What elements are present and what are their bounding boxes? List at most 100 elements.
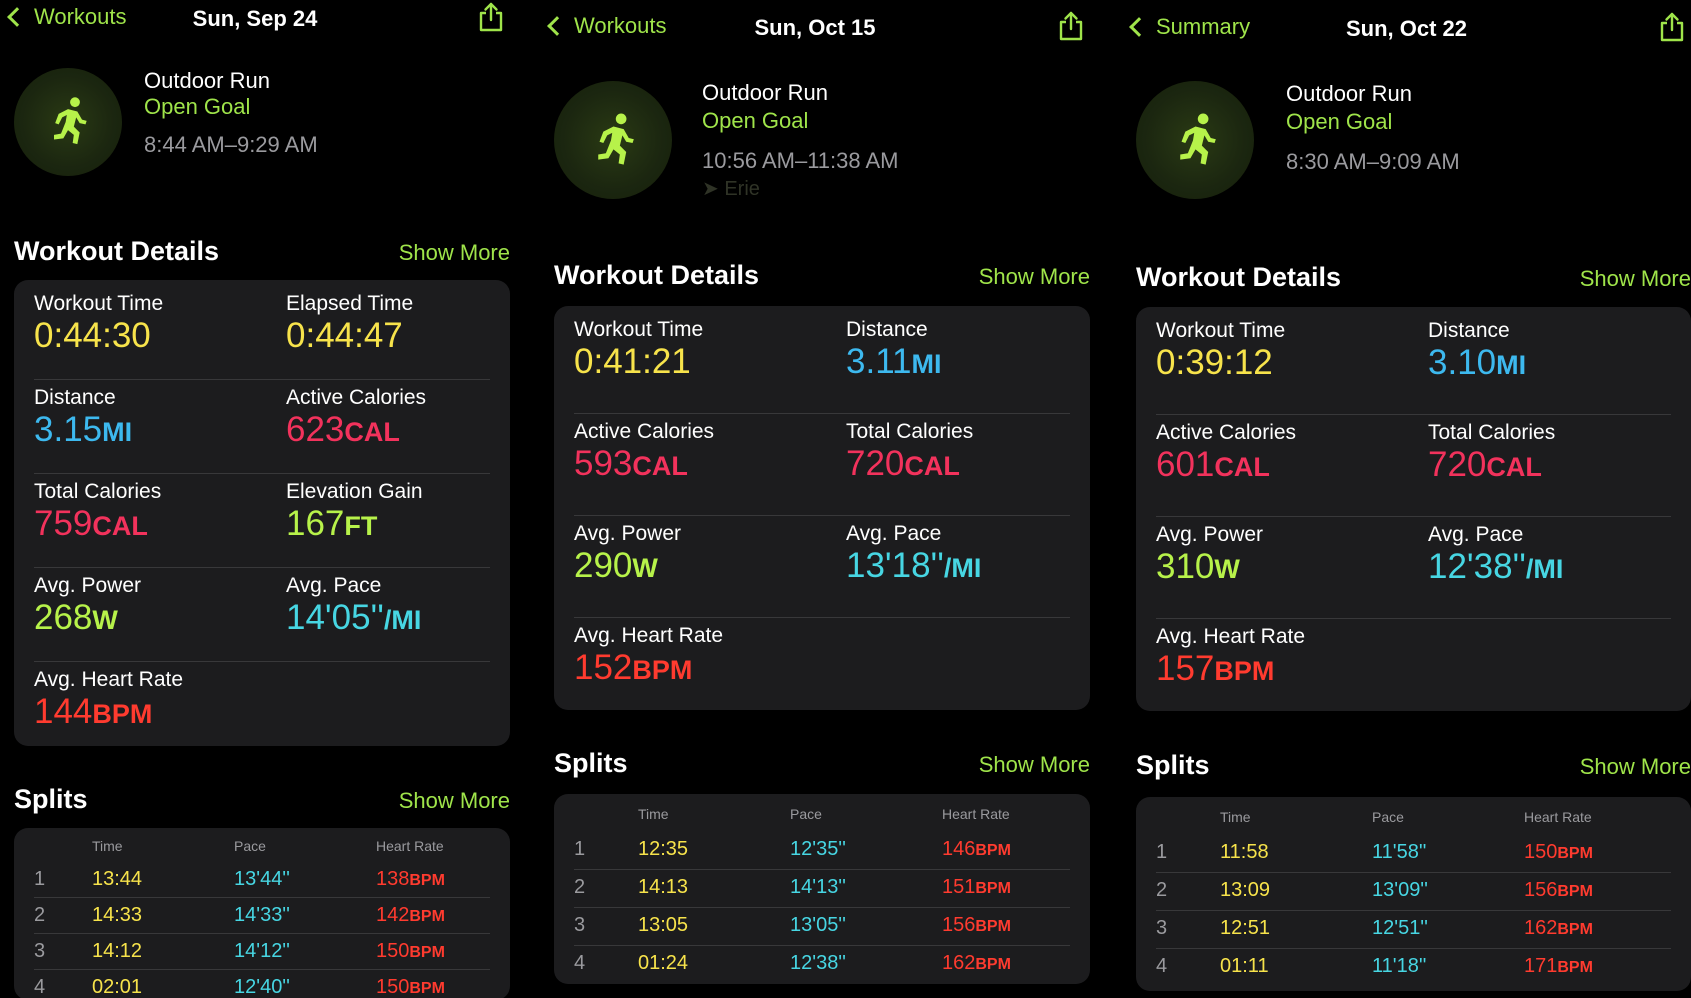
metric-number: 12'38'' [1428, 547, 1526, 586]
metric-number: 720 [1428, 445, 1487, 484]
metric-number: 144 [34, 692, 93, 731]
splits-header-pace: Pace [234, 838, 266, 854]
metric-number: 152 [574, 648, 633, 687]
split-time: 12:35 [638, 838, 689, 860]
split-heart-rate-value: 146 [942, 838, 976, 860]
splits-show-more-link[interactable]: Show More [1579, 754, 1691, 779]
nav-title-date: Sun, Oct 22 [1345, 16, 1468, 41]
split-row: 2 14:13 14'13'' 151BPM [574, 870, 1070, 908]
split-index: 4 [574, 952, 586, 974]
back-button[interactable]: Workouts [546, 13, 667, 39]
metric-value: 0:44:47 [286, 317, 413, 355]
split-row: 3 12:51 12'51'' 162BPM [1156, 911, 1671, 949]
metric-unit: CAL [632, 451, 688, 481]
split-heart-rate: 162BPM [942, 952, 1011, 975]
metric-unit: /MI [383, 605, 422, 635]
splits-header: Splits Show More [554, 748, 1090, 779]
split-index: 2 [574, 876, 586, 898]
metric-workout-time: Workout Time 0:41:21 [574, 318, 703, 381]
split-heart-rate-unit: BPM [975, 918, 1011, 935]
split-heart-rate-value: 156 [942, 914, 976, 936]
splits-header-time: Time [92, 838, 123, 854]
metric-label: Workout Time [1156, 319, 1286, 342]
split-heart-rate-value: 151 [942, 876, 976, 898]
metric-label: Avg. Pace [286, 574, 382, 597]
metric-label: Avg. Pace [846, 522, 942, 545]
split-time: 12:51 [1220, 917, 1271, 939]
share-button[interactable] [1058, 11, 1084, 41]
workout-location: ➤ Erie [702, 176, 760, 201]
splits-header-heart-rate: Heart Rate [376, 838, 444, 854]
workout-time-range: 8:44 AM–9:29 AM [144, 132, 318, 157]
metric-number: 759 [34, 504, 93, 543]
split-index: 3 [34, 940, 46, 962]
running-figure-icon [54, 97, 87, 145]
workout-time-range: 10:56 AM–11:38 AM [702, 148, 899, 173]
workout-panel-1: Workouts Sun, Sep 24 Outdoor Run Open Goal… [0, 0, 510, 998]
metric-active-calories: Active Calories 593CAL [574, 420, 714, 483]
splits-show-more-link[interactable]: Show More [978, 752, 1090, 777]
split-heart-rate-value: 171 [1524, 955, 1558, 977]
splits-header: Splits Show More [1136, 750, 1691, 781]
metric-value: 720CAL [1428, 445, 1555, 484]
split-heart-rate-value: 162 [942, 952, 976, 974]
splits-header-time: Time [638, 806, 669, 822]
splits-header: Splits Show More [14, 784, 510, 815]
split-row: 4 02:01 12'40'' 150BPM [34, 970, 490, 998]
metric-label: Avg. Pace [1428, 523, 1524, 546]
metric-total-calories: Total Calories 720CAL [846, 420, 973, 483]
workout-type-icon [554, 81, 672, 199]
metrics-row: Avg. Power 290W Avg. Pace 13'18''/MI [574, 522, 1070, 618]
metric-value: 167FT [286, 505, 423, 543]
metric-value: 3.11MI [846, 343, 942, 381]
splits-header-heart-rate: Heart Rate [942, 806, 1010, 822]
metric-active-calories: Active Calories 601CAL [1156, 421, 1296, 484]
back-button[interactable]: Workouts [6, 4, 127, 30]
metric-value: 268W [34, 599, 141, 637]
splits-card: Time Pace Heart Rate 1 11:58 11'58'' 150BPM 2 13… [1136, 797, 1691, 991]
metric-number: 3.10 [1428, 343, 1497, 382]
split-pace: 11'58'' [1372, 841, 1427, 863]
metric-label: Total Calories [846, 420, 974, 443]
back-button[interactable]: Summary [1128, 14, 1250, 40]
split-row: 3 14:12 14'12'' 150BPM [34, 934, 490, 970]
split-time: 01:24 [638, 952, 689, 974]
share-icon [479, 2, 503, 32]
split-index: 1 [1156, 841, 1168, 863]
metric-unit: CAL [344, 417, 400, 447]
split-heart-rate: 151BPM [942, 876, 1011, 899]
split-heart-rate: 156BPM [1524, 879, 1593, 902]
section-title-workout-details: Workout Details [554, 260, 760, 290]
metric-number: 290 [574, 546, 633, 585]
workout-details-header: Workout Details Show More [554, 260, 1090, 291]
share-button[interactable] [1659, 12, 1685, 42]
split-time: 11:58 [1220, 841, 1269, 863]
split-heart-rate-unit: BPM [409, 944, 445, 961]
running-figure-icon [597, 113, 634, 165]
share-icon [1059, 11, 1083, 41]
split-time: 02:01 [92, 976, 143, 998]
details-show-more-link[interactable]: Show More [978, 264, 1090, 289]
metrics-row: Avg. Heart Rate 144BPM [34, 668, 490, 756]
workout-panel-3: Summary Sun, Oct 22 Outdoor Run Open Goal 8… [1122, 0, 1691, 998]
workout-type: Outdoor Run [702, 80, 828, 105]
metric-number: 0:41:21 [574, 342, 691, 381]
workout-details-card: Workout Time 0:39:12 Distance 3.10MI Active … [1136, 307, 1691, 711]
details-show-more-link[interactable]: Show More [398, 240, 510, 265]
metric-label: Avg. Power [1156, 523, 1263, 546]
metric-unit: W [1214, 554, 1240, 584]
metric-number: 13'18'' [846, 546, 944, 585]
share-button[interactable] [478, 2, 504, 32]
metric-unit: BPM [92, 699, 153, 729]
nav-bar: Summary Sun, Oct 22 [1122, 12, 1691, 54]
split-heart-rate-unit: BPM [975, 880, 1011, 897]
split-pace: 14'12'' [234, 940, 290, 962]
splits-card: Time Pace Heart Rate 1 13:44 13'44'' 138BPM 2 14… [14, 828, 510, 998]
details-show-more-link[interactable]: Show More [1579, 266, 1691, 291]
metric-number: 14'05'' [286, 598, 384, 637]
metric-unit: MI [102, 417, 133, 447]
split-index: 3 [574, 914, 586, 936]
split-row: 3 13:05 13'05'' 156BPM [574, 908, 1070, 946]
metric-active-calories: Active Calories 623CAL [286, 386, 426, 449]
splits-show-more-link[interactable]: Show More [398, 788, 510, 813]
